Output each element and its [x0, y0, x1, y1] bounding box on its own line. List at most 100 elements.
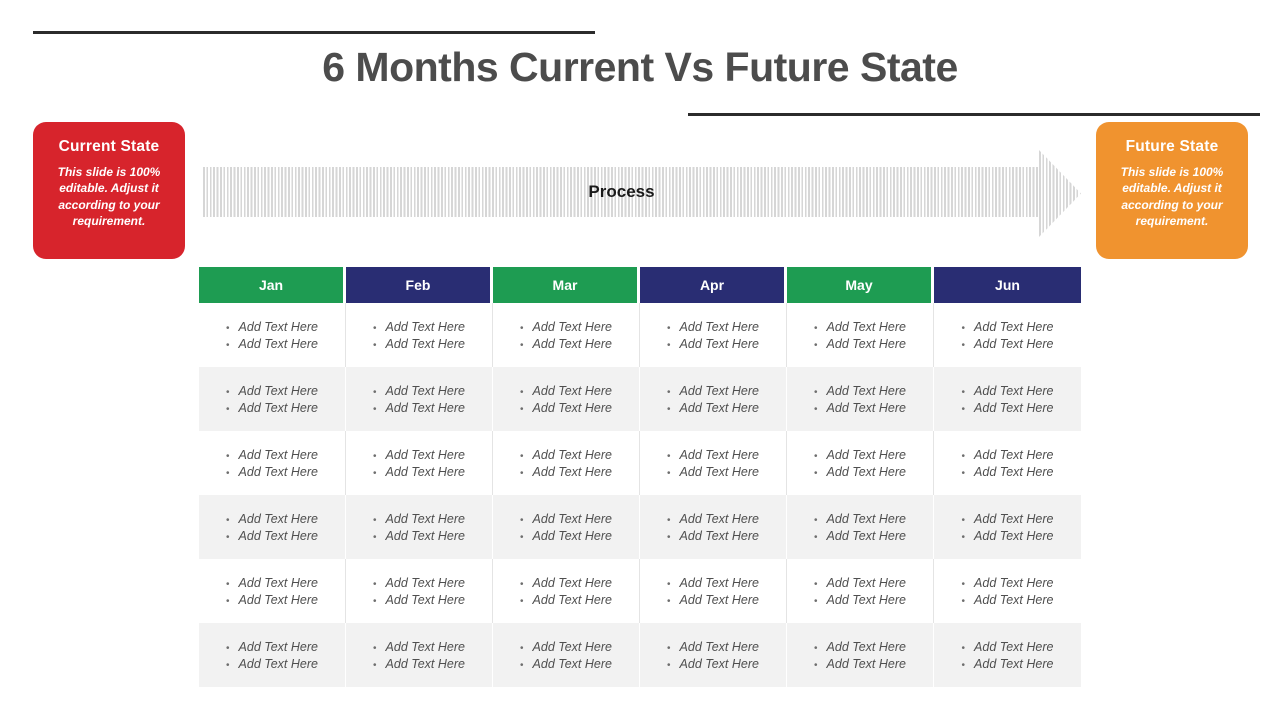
- table-cell[interactable]: • Add Text Here • Add Text Here: [346, 367, 493, 431]
- month-header-mar[interactable]: Mar: [493, 267, 640, 303]
- table-cell[interactable]: • Add Text Here • Add Text Here: [346, 431, 493, 495]
- table-cell[interactable]: • Add Text Here • Add Text Here: [346, 559, 493, 623]
- table-cell[interactable]: • Add Text Here • Add Text Here: [199, 303, 346, 367]
- table-cell[interactable]: • Add Text Here • Add Text Here: [934, 495, 1081, 559]
- cell-bullet-item: • Add Text Here: [493, 465, 639, 479]
- table-cell[interactable]: • Add Text Here • Add Text Here: [493, 495, 640, 559]
- table-cell[interactable]: • Add Text Here • Add Text Here: [934, 431, 1081, 495]
- table-cell[interactable]: • Add Text Here • Add Text Here: [199, 431, 346, 495]
- cell-bullet-item: • Add Text Here: [199, 529, 345, 543]
- table-cell[interactable]: • Add Text Here • Add Text Here: [640, 495, 787, 559]
- cell-bullet-item: • Add Text Here: [346, 640, 492, 654]
- cell-placeholder-text: Add Text Here: [385, 464, 465, 479]
- cell-placeholder-text: Add Text Here: [974, 383, 1054, 398]
- bullet-icon: •: [520, 659, 524, 671]
- cell-placeholder-text: Add Text Here: [238, 639, 318, 654]
- cell-placeholder-text: Add Text Here: [679, 400, 759, 415]
- bullet-icon: •: [226, 467, 230, 479]
- cell-bullet-item: • Add Text Here: [199, 512, 345, 526]
- month-header-feb[interactable]: Feb: [346, 267, 493, 303]
- table-cell[interactable]: • Add Text Here • Add Text Here: [199, 623, 346, 687]
- cell-bullet-item: • Add Text Here: [493, 401, 639, 415]
- cell-bullet-item: • Add Text Here: [199, 465, 345, 479]
- table-cell[interactable]: • Add Text Here • Add Text Here: [346, 303, 493, 367]
- table-cell[interactable]: • Add Text Here • Add Text Here: [199, 559, 346, 623]
- bullet-icon: •: [814, 322, 818, 334]
- bullet-icon: •: [226, 578, 230, 590]
- table-cell[interactable]: • Add Text Here • Add Text Here: [199, 367, 346, 431]
- bullet-icon: •: [961, 578, 966, 590]
- table-cell[interactable]: • Add Text Here • Add Text Here: [493, 303, 640, 367]
- cell-placeholder-text: Add Text Here: [974, 656, 1054, 671]
- month-table-header: Jan Feb Mar Apr May Jun: [199, 267, 1081, 303]
- table-cell[interactable]: • Add Text Here • Add Text Here: [787, 495, 934, 559]
- cell-placeholder-text: Add Text Here: [238, 592, 318, 607]
- bullet-icon: •: [814, 595, 818, 607]
- table-cell[interactable]: • Add Text Here • Add Text Here: [199, 495, 346, 559]
- month-header-jan[interactable]: Jan: [199, 267, 346, 303]
- table-cell[interactable]: • Add Text Here • Add Text Here: [346, 495, 493, 559]
- table-cell[interactable]: • Add Text Here • Add Text Here: [640, 367, 787, 431]
- table-cell[interactable]: • Add Text Here • Add Text Here: [934, 367, 1081, 431]
- cell-placeholder-text: Add Text Here: [532, 656, 612, 671]
- cell-placeholder-text: Add Text Here: [679, 319, 759, 334]
- cell-placeholder-text: Add Text Here: [385, 575, 465, 590]
- cell-bullet-item: • Add Text Here: [934, 384, 1081, 398]
- month-header-jun[interactable]: Jun: [934, 267, 1081, 303]
- table-cell[interactable]: • Add Text Here • Add Text Here: [787, 431, 934, 495]
- cell-placeholder-text: Add Text Here: [974, 400, 1054, 415]
- month-table-body: • Add Text Here • Add Text Here • Add Text He…: [199, 303, 1081, 687]
- bullet-icon: •: [814, 450, 818, 462]
- bullet-icon: •: [961, 450, 966, 462]
- cell-bullet-item: • Add Text Here: [934, 337, 1081, 351]
- cell-bullet-item: • Add Text Here: [199, 320, 345, 334]
- table-cell[interactable]: • Add Text Here • Add Text Here: [640, 623, 787, 687]
- table-cell[interactable]: • Add Text Here • Add Text Here: [934, 559, 1081, 623]
- table-cell[interactable]: • Add Text Here • Add Text Here: [787, 559, 934, 623]
- cell-bullet-item: • Add Text Here: [346, 512, 492, 526]
- cell-placeholder-text: Add Text Here: [385, 656, 465, 671]
- table-cell[interactable]: • Add Text Here • Add Text Here: [640, 559, 787, 623]
- month-header-apr[interactable]: Apr: [640, 267, 787, 303]
- bullet-icon: •: [814, 386, 818, 398]
- table-cell[interactable]: • Add Text Here • Add Text Here: [934, 623, 1081, 687]
- table-cell[interactable]: • Add Text Here • Add Text Here: [493, 367, 640, 431]
- cell-placeholder-text: Add Text Here: [532, 511, 612, 526]
- cell-bullet-item: • Add Text Here: [493, 529, 639, 543]
- cell-placeholder-text: Add Text Here: [532, 639, 612, 654]
- table-cell[interactable]: • Add Text Here • Add Text Here: [640, 431, 787, 495]
- table-cell[interactable]: • Add Text Here • Add Text Here: [493, 623, 640, 687]
- cell-placeholder-text: Add Text Here: [238, 511, 318, 526]
- month-header-may[interactable]: May: [787, 267, 934, 303]
- table-cell[interactable]: • Add Text Here • Add Text Here: [787, 623, 934, 687]
- table-cell[interactable]: • Add Text Here • Add Text Here: [787, 303, 934, 367]
- cell-bullet-item: • Add Text Here: [787, 657, 933, 671]
- bullet-icon: •: [226, 659, 230, 671]
- future-state-card[interactable]: Future State This slide is 100% editable…: [1096, 122, 1248, 259]
- table-row: • Add Text Here • Add Text Here • Add Text He…: [199, 367, 1081, 431]
- cell-bullet-item: • Add Text Here: [493, 657, 639, 671]
- table-cell[interactable]: • Add Text Here • Add Text Here: [346, 623, 493, 687]
- cell-placeholder-text: Add Text Here: [679, 592, 759, 607]
- table-cell[interactable]: • Add Text Here • Add Text Here: [640, 303, 787, 367]
- cell-bullet-item: • Add Text Here: [346, 657, 492, 671]
- cell-bullet-item: • Add Text Here: [640, 657, 786, 671]
- bullet-icon: •: [373, 642, 377, 654]
- cell-bullet-item: • Add Text Here: [199, 657, 345, 671]
- table-cell[interactable]: • Add Text Here • Add Text Here: [934, 303, 1081, 367]
- bullet-icon: •: [373, 531, 377, 543]
- table-cell[interactable]: • Add Text Here • Add Text Here: [493, 559, 640, 623]
- cell-bullet-item: • Add Text Here: [640, 576, 786, 590]
- current-state-card[interactable]: Current State This slide is 100% editabl…: [33, 122, 185, 259]
- cell-placeholder-text: Add Text Here: [826, 447, 906, 462]
- bullet-icon: •: [961, 403, 966, 415]
- cell-placeholder-text: Add Text Here: [826, 464, 906, 479]
- cell-bullet-item: • Add Text Here: [640, 593, 786, 607]
- bullet-icon: •: [667, 659, 671, 671]
- cell-bullet-item: • Add Text Here: [934, 576, 1081, 590]
- future-state-body: This slide is 100% editable. Adjust it a…: [1120, 165, 1224, 229]
- table-cell[interactable]: • Add Text Here • Add Text Here: [787, 367, 934, 431]
- cell-bullet-item: • Add Text Here: [346, 593, 492, 607]
- table-cell[interactable]: • Add Text Here • Add Text Here: [493, 431, 640, 495]
